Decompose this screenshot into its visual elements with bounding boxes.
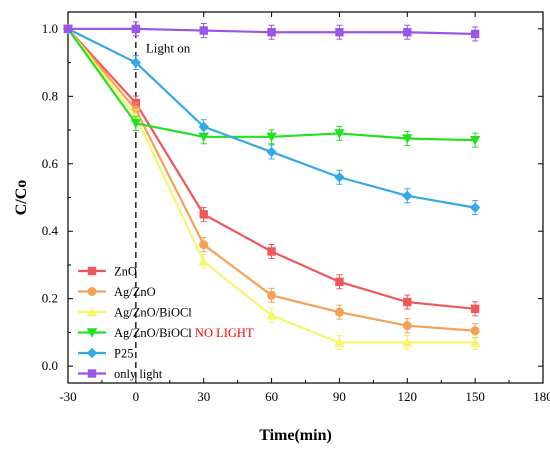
series-line-3 [67,28,476,142]
x-tick-label: 0 [133,389,140,404]
data-point [199,210,208,219]
data-point [402,337,413,347]
x-tick-label: 90 [333,389,346,404]
data-point [130,119,142,129]
data-point [403,297,412,307]
data-point [63,24,73,34]
data-point [131,24,141,34]
data-point [402,134,413,144]
x-tick-label: 180 [533,389,550,404]
y-tick-label: 0.2 [42,291,58,306]
y-tick-label: 1.0 [42,21,58,36]
data-point [266,132,277,142]
data-point [334,337,345,347]
legend-marker [86,306,98,317]
legend-label: only light [114,367,163,381]
data-point [199,26,208,35]
data-point [403,28,412,37]
y-tick-label: 0.6 [42,156,59,171]
data-point [199,240,209,250]
x-tick-label: 30 [197,389,210,404]
legend-marker [87,287,97,296]
legend-label: Ag/ZnO/BiOCl NO LIGHT [114,326,254,340]
data-point [198,132,209,142]
legend-label: Ag/ZnO/BiOCl [114,306,192,320]
data-point [402,321,412,331]
legend-marker [87,266,97,276]
data-point [198,256,209,266]
data-point [334,129,345,139]
data-point [266,310,277,320]
legend-label: P25 [114,347,133,361]
data-point [130,57,142,68]
x-tick-label: -30 [59,389,76,404]
x-tick-label: 150 [465,389,485,404]
y-tick-label: 0.0 [42,358,58,373]
y-tick-label: 0.4 [42,223,59,238]
data-point [469,202,481,213]
data-point [335,277,344,287]
data-point [267,28,276,37]
series-line-4 [67,27,476,209]
light-on-label: Light on [146,40,191,55]
x-axis-title: Time(min) [259,427,332,444]
y-axis-title: C/Co [13,180,30,216]
legend-label-suffix: NO LIGHT [192,326,254,340]
data-point [334,307,344,317]
data-point [469,337,481,347]
legend-label: Ag/ZnO [114,285,156,299]
x-tick-label: 120 [398,389,418,404]
data-point [402,190,413,202]
data-point [334,172,345,183]
data-point [267,247,276,256]
legend-label: ZnO [114,265,137,279]
y-tick-label: 0.8 [42,88,58,103]
data-point [267,290,277,300]
legend-marker [87,369,97,378]
legend-marker [86,347,98,359]
x-tick-label: 60 [265,389,278,404]
data-point [469,135,481,146]
legend-marker [86,328,98,338]
data-point [198,121,209,132]
data-point [335,28,344,37]
data-point [470,326,480,336]
data-point [266,146,277,158]
data-point [470,29,480,39]
data-point [470,304,480,313]
